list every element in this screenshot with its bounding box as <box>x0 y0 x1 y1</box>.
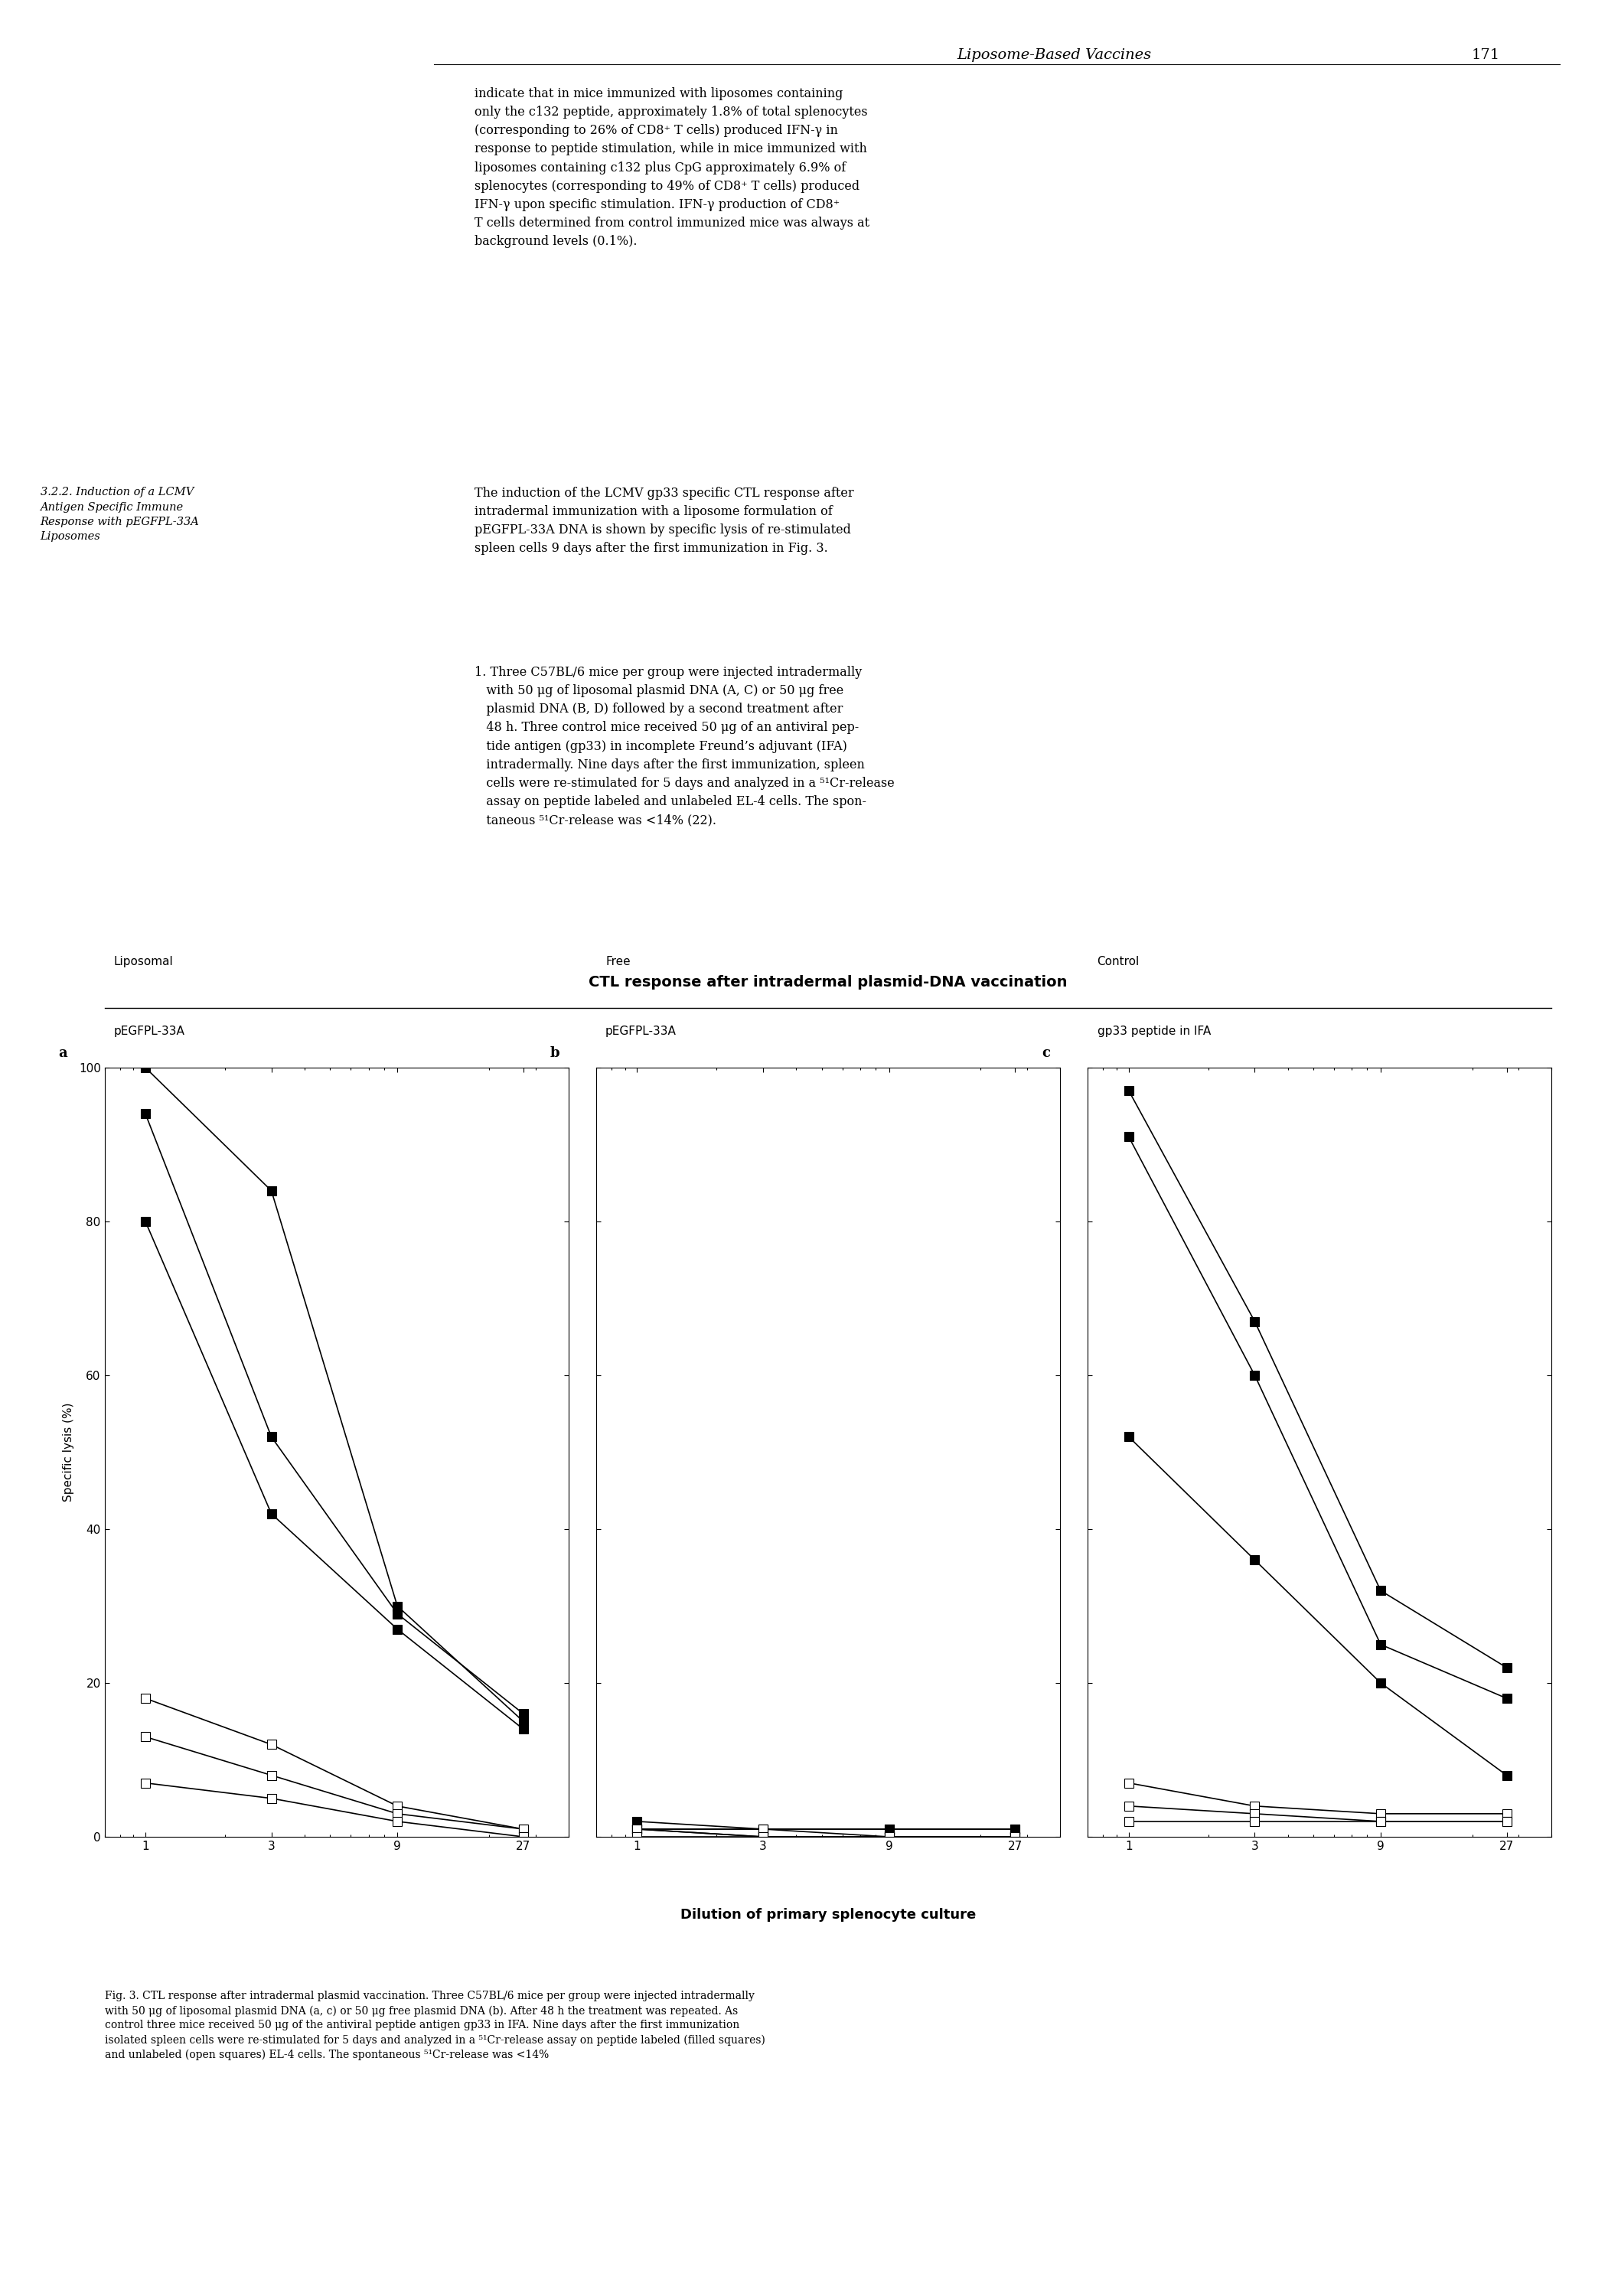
Y-axis label: Specific lysis (%): Specific lysis (%) <box>63 1403 74 1502</box>
Text: CTL response after intradermal plasmid-DNA vaccination: CTL response after intradermal plasmid-D… <box>589 976 1068 990</box>
Text: 3.2.2. Induction of a LCMV
Antigen Specific Immune
Response with pEGFPL-33A
Lipo: 3.2.2. Induction of a LCMV Antigen Speci… <box>40 487 199 542</box>
Text: The induction of the LCMV gp33 specific CTL response after
intradermal immunizat: The induction of the LCMV gp33 specific … <box>474 487 854 556</box>
Text: b: b <box>550 1047 560 1061</box>
Text: pEGFPL-33A: pEGFPL-33A <box>606 1026 677 1038</box>
Text: Liposomal: Liposomal <box>114 955 174 967</box>
Text: 1. Three C57BL/6 mice per group were injected intradermally
   with 50 μg of lip: 1. Three C57BL/6 mice per group were inj… <box>474 666 894 827</box>
Text: 171: 171 <box>1471 48 1500 62</box>
Text: Fig. 3. CTL response after intradermal plasmid vaccination. Three C57BL/6 mice p: Fig. 3. CTL response after intradermal p… <box>105 1991 765 2060</box>
Text: indicate that in mice immunized with liposomes containing
only the c132 peptide,: indicate that in mice immunized with lip… <box>474 87 870 248</box>
Text: Liposome-Based Vaccines: Liposome-Based Vaccines <box>957 48 1151 62</box>
Text: Dilution of primary splenocyte culture: Dilution of primary splenocyte culture <box>680 1908 976 1922</box>
Text: Free: Free <box>606 955 630 967</box>
Text: c: c <box>1042 1047 1050 1061</box>
Text: a: a <box>58 1047 68 1061</box>
Text: gp33 peptide in IFA: gp33 peptide in IFA <box>1097 1026 1211 1038</box>
Text: pEGFPL-33A: pEGFPL-33A <box>114 1026 185 1038</box>
Text: Control: Control <box>1097 955 1140 967</box>
